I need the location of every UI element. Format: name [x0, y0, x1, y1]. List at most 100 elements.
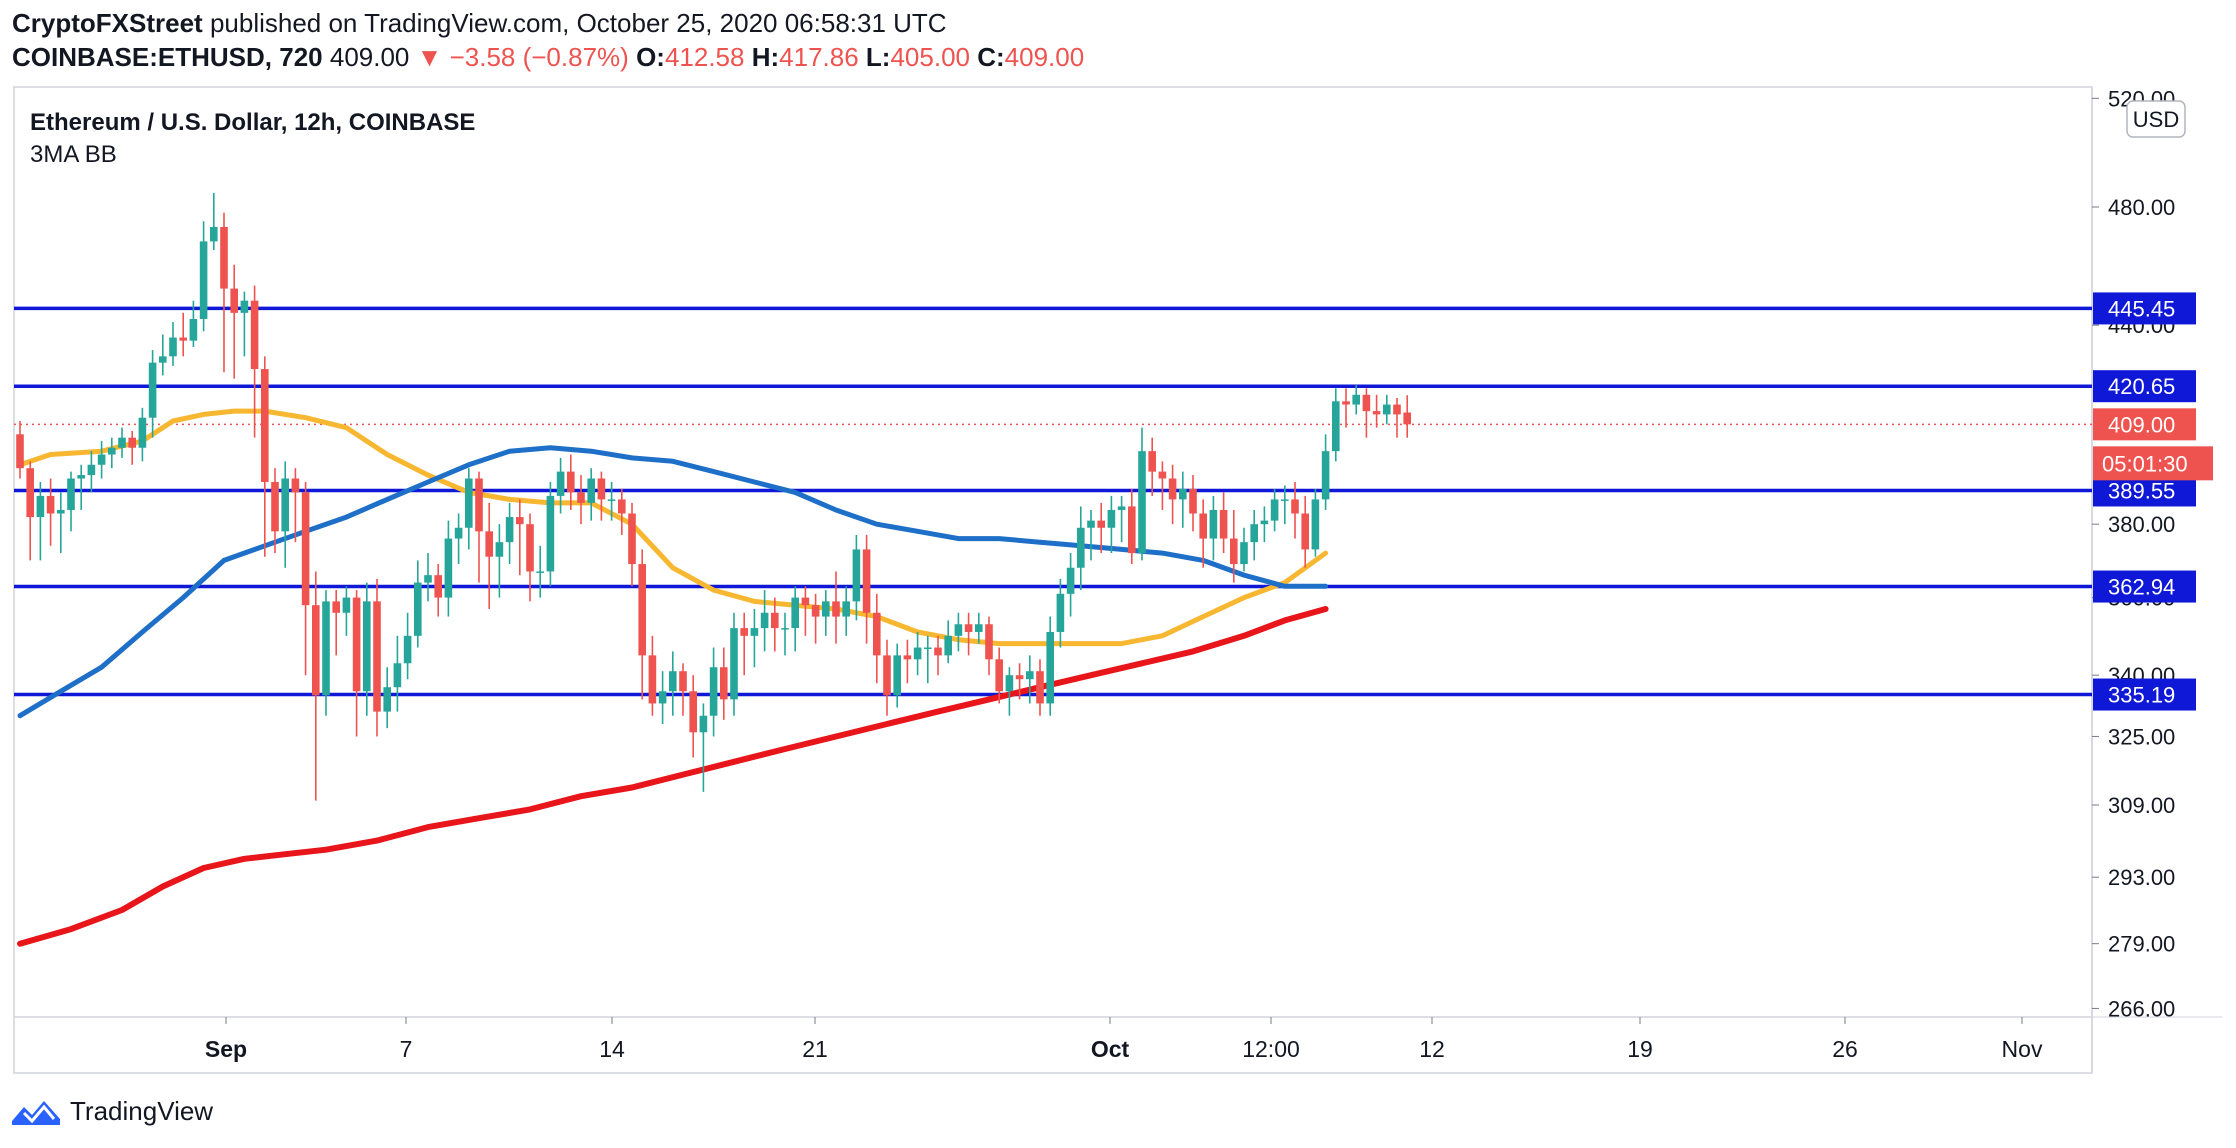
level-price-tag[interactable]: 335.19	[2093, 678, 2196, 711]
candle-up[interactable]	[57, 492, 65, 554]
candle-down[interactable]	[301, 481, 310, 676]
candle-up[interactable]	[852, 534, 861, 621]
candle-down[interactable]	[567, 454, 575, 510]
candle-up[interactable]	[546, 481, 555, 587]
candle-down[interactable]	[720, 647, 728, 720]
candle-up[interactable]	[781, 612, 789, 656]
candle-down[interactable]	[312, 571, 320, 801]
candle-down[interactable]	[373, 578, 381, 737]
candle-up[interactable]	[148, 350, 157, 438]
candle-down[interactable]	[332, 590, 340, 656]
candle-down[interactable]	[1036, 659, 1044, 716]
candle-up[interactable]	[108, 437, 116, 469]
candle-down[interactable]	[811, 593, 820, 644]
candle-up[interactable]	[97, 441, 106, 479]
candle-down[interactable]	[862, 534, 871, 644]
candle-down[interactable]	[801, 586, 810, 636]
candle-down[interactable]	[261, 356, 269, 557]
footer-brand[interactable]: TradingView	[10, 1096, 213, 1127]
candle-up[interactable]	[1281, 485, 1289, 525]
candle-up[interactable]	[1077, 506, 1085, 591]
candle-up[interactable]	[1117, 495, 1126, 543]
candle-down[interactable]	[1342, 388, 1350, 428]
candle-down[interactable]	[1189, 475, 1197, 532]
ma-fast-line[interactable]	[17, 408, 1329, 647]
candle-up[interactable]	[699, 703, 708, 792]
candle-up[interactable]	[791, 586, 799, 652]
candle-up[interactable]	[1179, 471, 1187, 528]
candle-up[interactable]	[322, 590, 330, 716]
candle-down[interactable]	[26, 461, 34, 561]
candle-up[interactable]	[199, 221, 208, 332]
candle-up[interactable]	[505, 502, 514, 565]
publisher-name[interactable]: CryptoFXStreet	[12, 8, 203, 38]
candle-down[interactable]	[1393, 398, 1401, 438]
candle-up[interactable]	[77, 464, 85, 510]
candle-up[interactable]	[403, 612, 412, 680]
candle-up[interactable]	[1107, 495, 1116, 554]
candle-down[interactable]	[526, 513, 534, 602]
candle-down[interactable]	[475, 471, 483, 583]
ma-slow-line[interactable]	[17, 606, 1329, 947]
candle-up[interactable]	[1332, 388, 1340, 462]
candle-down[interactable]	[1199, 499, 1207, 568]
candle-down[interactable]	[1291, 481, 1299, 539]
candle-down[interactable]	[873, 593, 881, 684]
candle-down[interactable]	[628, 502, 636, 587]
candle-down[interactable]	[577, 475, 585, 525]
candle-up[interactable]	[1321, 434, 1330, 510]
candle-down[interactable]	[618, 488, 626, 535]
candle-down[interactable]	[230, 264, 238, 379]
candle-up[interactable]	[342, 586, 351, 636]
candle-down[interactable]	[434, 564, 442, 617]
candle-up[interactable]	[536, 545, 544, 598]
candle-up[interactable]	[67, 471, 75, 532]
candle-up[interactable]	[465, 468, 473, 550]
candle-up[interactable]	[954, 612, 963, 652]
candle-down[interactable]	[638, 549, 646, 700]
candle-up[interactable]	[669, 651, 677, 716]
price-axis[interactable]: 520.00480.00440.00380.00360.00340.00325.…	[2092, 86, 2175, 1021]
candle-down[interactable]	[1230, 509, 1238, 583]
candle-up[interactable]	[1056, 578, 1065, 648]
last-price-tag[interactable]: 409.00	[2093, 408, 2196, 441]
candle-up[interactable]	[1046, 616, 1054, 716]
candle-up[interactable]	[760, 590, 769, 652]
candle-down[interactable]	[1372, 394, 1381, 428]
candle-down[interactable]	[1403, 395, 1411, 438]
candle-up[interactable]	[1005, 667, 1014, 716]
candle-up[interactable]	[414, 560, 422, 648]
symbol-label[interactable]: COINBASE:ETHUSD, 720	[12, 42, 323, 72]
candle-down[interactable]	[1158, 461, 1167, 510]
candle-up[interactable]	[169, 322, 177, 366]
candle-down[interactable]	[516, 499, 524, 576]
candle-up[interactable]	[1066, 553, 1075, 617]
candle-down[interactable]	[1015, 663, 1024, 700]
candle-up[interactable]	[36, 481, 45, 561]
candle-up[interactable]	[383, 667, 391, 729]
candle-up[interactable]	[1209, 495, 1218, 561]
candle-up[interactable]	[210, 192, 218, 251]
candle-up[interactable]	[393, 635, 402, 712]
candle-down[interactable]	[740, 612, 748, 676]
time-axis[interactable]: Sep 7 14 21 Oct 12:00 12 19 26 Nov	[205, 1017, 2043, 1062]
candle-up[interactable]	[975, 612, 983, 644]
candle-down[interactable]	[291, 468, 300, 543]
candle-up[interactable]	[1250, 509, 1258, 561]
candle-up[interactable]	[587, 468, 595, 521]
candle-down[interactable]	[16, 421, 24, 479]
candle-up[interactable]	[1383, 394, 1391, 425]
candle-up[interactable]	[730, 612, 738, 716]
candle-up[interactable]	[87, 451, 96, 493]
candle-up[interactable]	[454, 513, 463, 565]
candle-up[interactable]	[1260, 506, 1269, 543]
candle-down[interactable]	[648, 635, 657, 716]
ma-mid-line[interactable]	[17, 445, 1329, 719]
candle-down[interactable]	[220, 212, 228, 373]
candle-down[interactable]	[832, 571, 840, 644]
level-price-tag[interactable]: 420.65	[2093, 370, 2196, 403]
candle-up[interactable]	[1087, 509, 1095, 561]
candle-up[interactable]	[240, 291, 249, 357]
candle-down[interactable]	[679, 663, 687, 716]
